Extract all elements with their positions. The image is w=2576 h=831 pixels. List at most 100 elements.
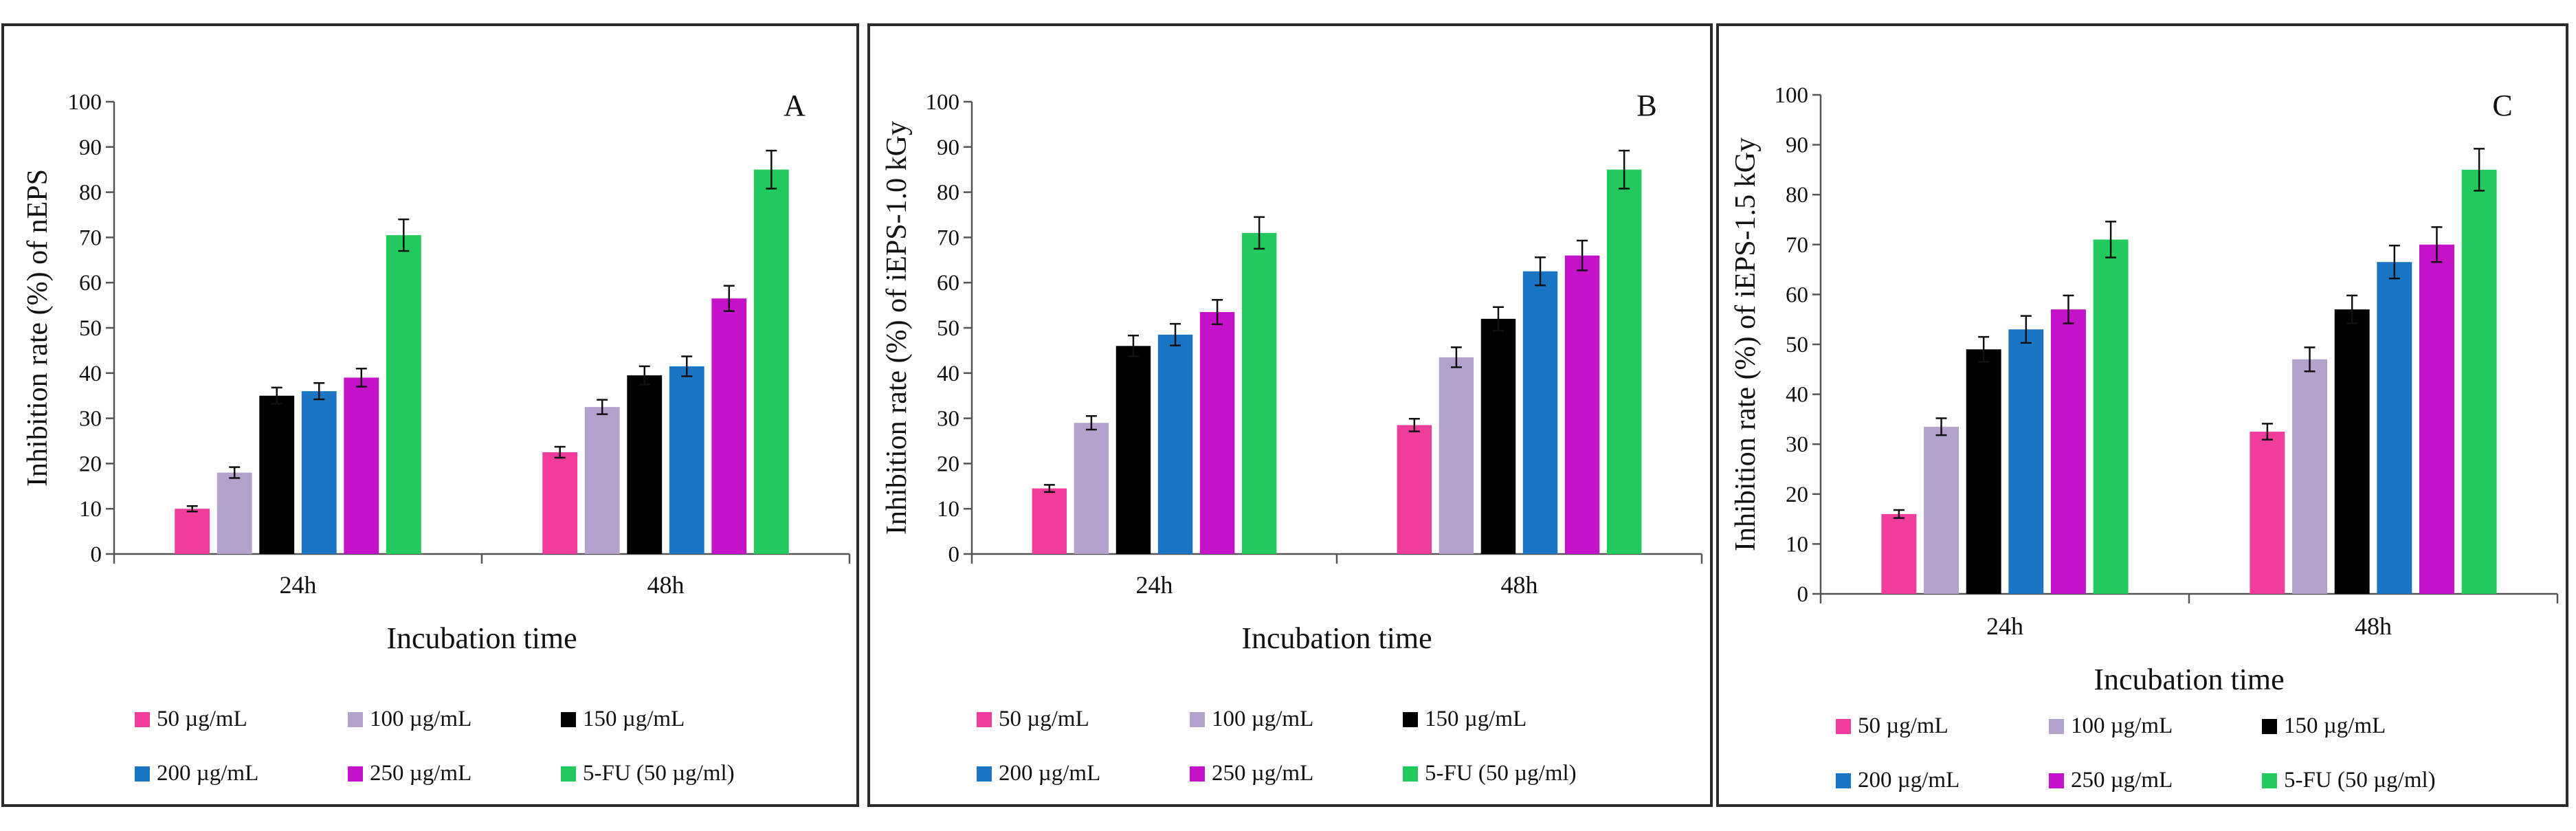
legend-swatch <box>135 766 150 782</box>
bar-200-g-ml-24h <box>301 391 337 554</box>
legend-label: 200 µg/mL <box>157 761 259 786</box>
legend-swatch <box>1403 711 1418 727</box>
legend-item: 50 µg/mL <box>977 707 1183 732</box>
y-tick-label: 40 <box>1786 383 1808 408</box>
bar-150-g-ml-48h <box>1480 318 1516 554</box>
x-tick-label: 24h <box>1136 571 1173 599</box>
y-tick-label: 10 <box>79 497 102 522</box>
bar-200-g-ml-48h <box>669 366 704 554</box>
legend-label: 50 µg/mL <box>157 707 247 731</box>
y-tick-label: 90 <box>937 135 959 160</box>
y-tick-label: 30 <box>937 407 959 432</box>
bar-100-g-ml-48h <box>1439 357 1474 554</box>
legend-swatch <box>2262 718 2277 734</box>
y-tick-label: 10 <box>937 497 959 522</box>
legend-swatch <box>561 766 576 782</box>
legend-item: 150 µg/mL <box>561 707 788 732</box>
bar-5-fu-50-g-ml--24h <box>1241 232 1277 554</box>
panel-label: B <box>1636 89 1656 122</box>
y-tick-label: 30 <box>79 407 102 432</box>
legend-item: 150 µg/mL <box>1403 707 1630 732</box>
bar-200-g-ml-48h <box>2377 262 2412 594</box>
bar-100-g-ml-24h <box>1924 426 1959 594</box>
y-tick-label: 50 <box>937 316 959 341</box>
legend-item: 100 µg/mL <box>2049 713 2255 739</box>
y-tick-label: 40 <box>79 362 102 386</box>
legend-swatch <box>1836 773 1851 788</box>
legend-item: 5-FU (50 µg/ml) <box>561 761 788 786</box>
legend-swatch <box>2049 718 2064 734</box>
y-tick-label: 0 <box>91 542 102 567</box>
legend-item: 100 µg/mL <box>348 707 554 732</box>
legend-swatch <box>977 711 992 727</box>
legend-swatch <box>1190 711 1205 727</box>
legend-label: 250 µg/mL <box>370 761 472 786</box>
legend-label: 50 µg/mL <box>999 707 1089 731</box>
chart-c-svg: 0 10 20 30 40 50 60 70 80 90 100 24h 48h Incubation t… <box>1730 83 2559 696</box>
bar-100-g-ml-48h <box>584 407 620 554</box>
legend-label: 200 µg/mL <box>999 761 1101 786</box>
bar-250-g-ml-24h <box>344 377 379 554</box>
y-tick-label: 40 <box>937 362 959 386</box>
legend-swatch <box>348 711 363 727</box>
y-tick-label: 90 <box>79 135 102 160</box>
bar-200-g-ml-24h <box>2008 329 2044 594</box>
legend-swatch <box>977 766 992 782</box>
legend-item: 250 µg/mL <box>1190 761 1396 786</box>
x-axis-title: Incubation time <box>1241 621 1432 655</box>
y-tick-label: 100 <box>1775 83 1809 108</box>
legend-label: 5-FU (50 µg/ml) <box>1425 761 1577 786</box>
chart-a-svg: 0 10 20 30 40 50 60 70 80 90 100 24h 48h Incubation t… <box>22 89 851 655</box>
x-tick-label: 48h <box>1501 571 1538 599</box>
y-axis-title: Inhibition rate (%) of iEPS-1.0 kGy <box>881 121 913 535</box>
legend-label: 5-FU (50 µg/ml) <box>2284 768 2436 793</box>
chart-b-svg: 0 10 20 30 40 50 60 70 80 90 100 24h 48h Incubation t… <box>881 89 1703 655</box>
bar-200-g-ml-48h <box>1522 271 1558 554</box>
y-tick-label: 50 <box>1786 333 1808 357</box>
y-tick-label: 0 <box>1797 582 1809 607</box>
bar-50-g-ml-48h <box>1397 425 1432 554</box>
y-tick-label: 60 <box>937 271 959 296</box>
legend-swatch <box>561 711 576 727</box>
bar-5-fu-50-g-ml--48h <box>753 169 789 554</box>
bar-150-g-ml-48h <box>627 375 663 554</box>
legend-label: 5-FU (50 µg/ml) <box>583 761 735 786</box>
bar-250-g-ml-48h <box>711 298 747 554</box>
y-tick-label: 20 <box>1786 483 1808 507</box>
y-tick-label: 70 <box>1786 233 1808 258</box>
y-tick-label: 10 <box>1786 532 1808 557</box>
bar-50-g-ml-24h <box>1032 488 1067 554</box>
y-tick-label: 100 <box>68 90 102 115</box>
bar-150-g-ml-24h <box>1966 349 2001 594</box>
bar-50-g-ml-48h <box>542 452 578 554</box>
legend-item: 200 µg/mL <box>135 761 341 786</box>
bar-150-g-ml-48h <box>2334 309 2370 594</box>
x-axis-title: Incubation time <box>2094 663 2284 696</box>
y-tick-label: 30 <box>1786 432 1808 457</box>
y-tick-label: 70 <box>79 225 102 250</box>
bar-5-fu-50-g-ml--24h <box>2093 239 2129 594</box>
x-tick-label: 48h <box>647 571 685 599</box>
legend-b: 50 µg/mL 100 µg/mL 150 µg/mL 200 µg/mL 250 µ… <box>977 707 1630 786</box>
bar-5-fu-50-g-ml--48h <box>1606 169 1642 554</box>
y-tick-label: 100 <box>926 90 960 115</box>
chart-panel-b: 0 10 20 30 40 50 60 70 80 90 100 24h 48h Incubation t… <box>867 23 1713 807</box>
legend-label: 200 µg/mL <box>1858 768 1960 793</box>
legend-item: 50 µg/mL <box>135 707 341 732</box>
legend-swatch <box>2262 773 2277 788</box>
legend-label: 100 µg/mL <box>2071 713 2173 738</box>
legend-c: 50 µg/mL 100 µg/mL 150 µg/mL 200 µg/mL 250 µ… <box>1836 713 2489 793</box>
y-axis-title: Inhibition rate (%) of nEPS <box>22 169 54 487</box>
bar-50-g-ml-24h <box>175 509 210 554</box>
legend-label: 150 µg/mL <box>1425 707 1527 731</box>
legend-swatch <box>2049 773 2064 788</box>
bar-150-g-ml-24h <box>259 395 295 554</box>
legend-item: 100 µg/mL <box>1190 707 1396 732</box>
bar-250-g-ml-48h <box>1564 255 1600 554</box>
x-axis-title: Incubation time <box>386 621 577 655</box>
legend-item: 150 µg/mL <box>2262 713 2489 739</box>
x-tick-label: 24h <box>1986 612 2023 640</box>
chart-panel-c: 0 10 20 30 40 50 60 70 80 90 100 24h 48h Incubation t… <box>1716 23 2568 807</box>
y-tick-label: 20 <box>79 452 102 476</box>
legend-label: 50 µg/mL <box>1858 713 1948 738</box>
